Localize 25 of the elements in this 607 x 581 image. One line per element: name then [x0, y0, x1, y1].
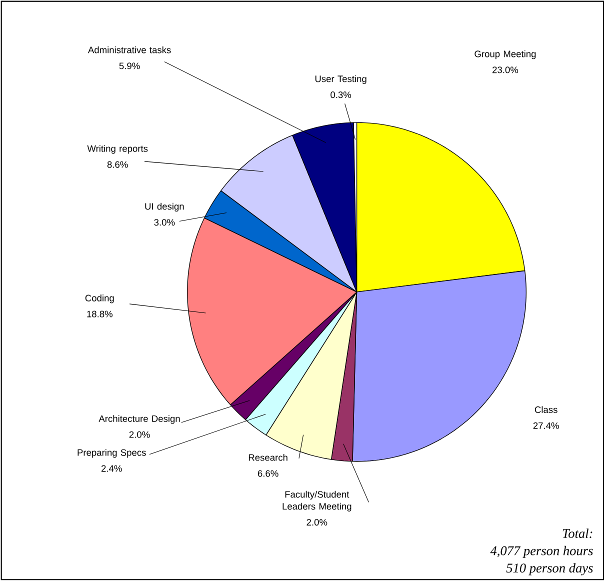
data-label: 18.8%	[87, 310, 113, 318]
data-label: 0.3%	[330, 92, 352, 98]
slice-label: UI design	[145, 202, 184, 212]
slice-label: Preparing Specs	[78, 449, 146, 458]
slice-label: Research	[248, 454, 288, 461]
text: 4,077 person hours	[490, 546, 593, 558]
data-label: 27.4%	[533, 422, 559, 429]
slice-label: User Testing	[315, 75, 366, 84]
slice-label: Group Meeting	[474, 50, 536, 60]
slice-label: Writing reports	[87, 145, 148, 154]
data-label: 6.6%	[258, 470, 278, 477]
text: Total:	[562, 528, 592, 538]
data-label: 2.4%	[101, 465, 122, 472]
data-label: 23.0%	[492, 66, 518, 74]
slice-label: Faculty/Student Leaders Meeting	[282, 490, 352, 512]
slice-label: Architecture Design	[98, 415, 180, 424]
text: 510 person days	[506, 563, 593, 576]
data-label: 8.6%	[107, 161, 128, 168]
data-label: 2.0%	[306, 519, 328, 526]
slice-label: Coding	[85, 294, 114, 304]
data-label: 5.9%	[119, 62, 140, 70]
data-label: 2.0%	[129, 431, 150, 438]
data-label: 3.0%	[154, 219, 175, 226]
slice-label: Administrative tasks	[88, 46, 171, 54]
slice-label: Class	[534, 406, 558, 414]
